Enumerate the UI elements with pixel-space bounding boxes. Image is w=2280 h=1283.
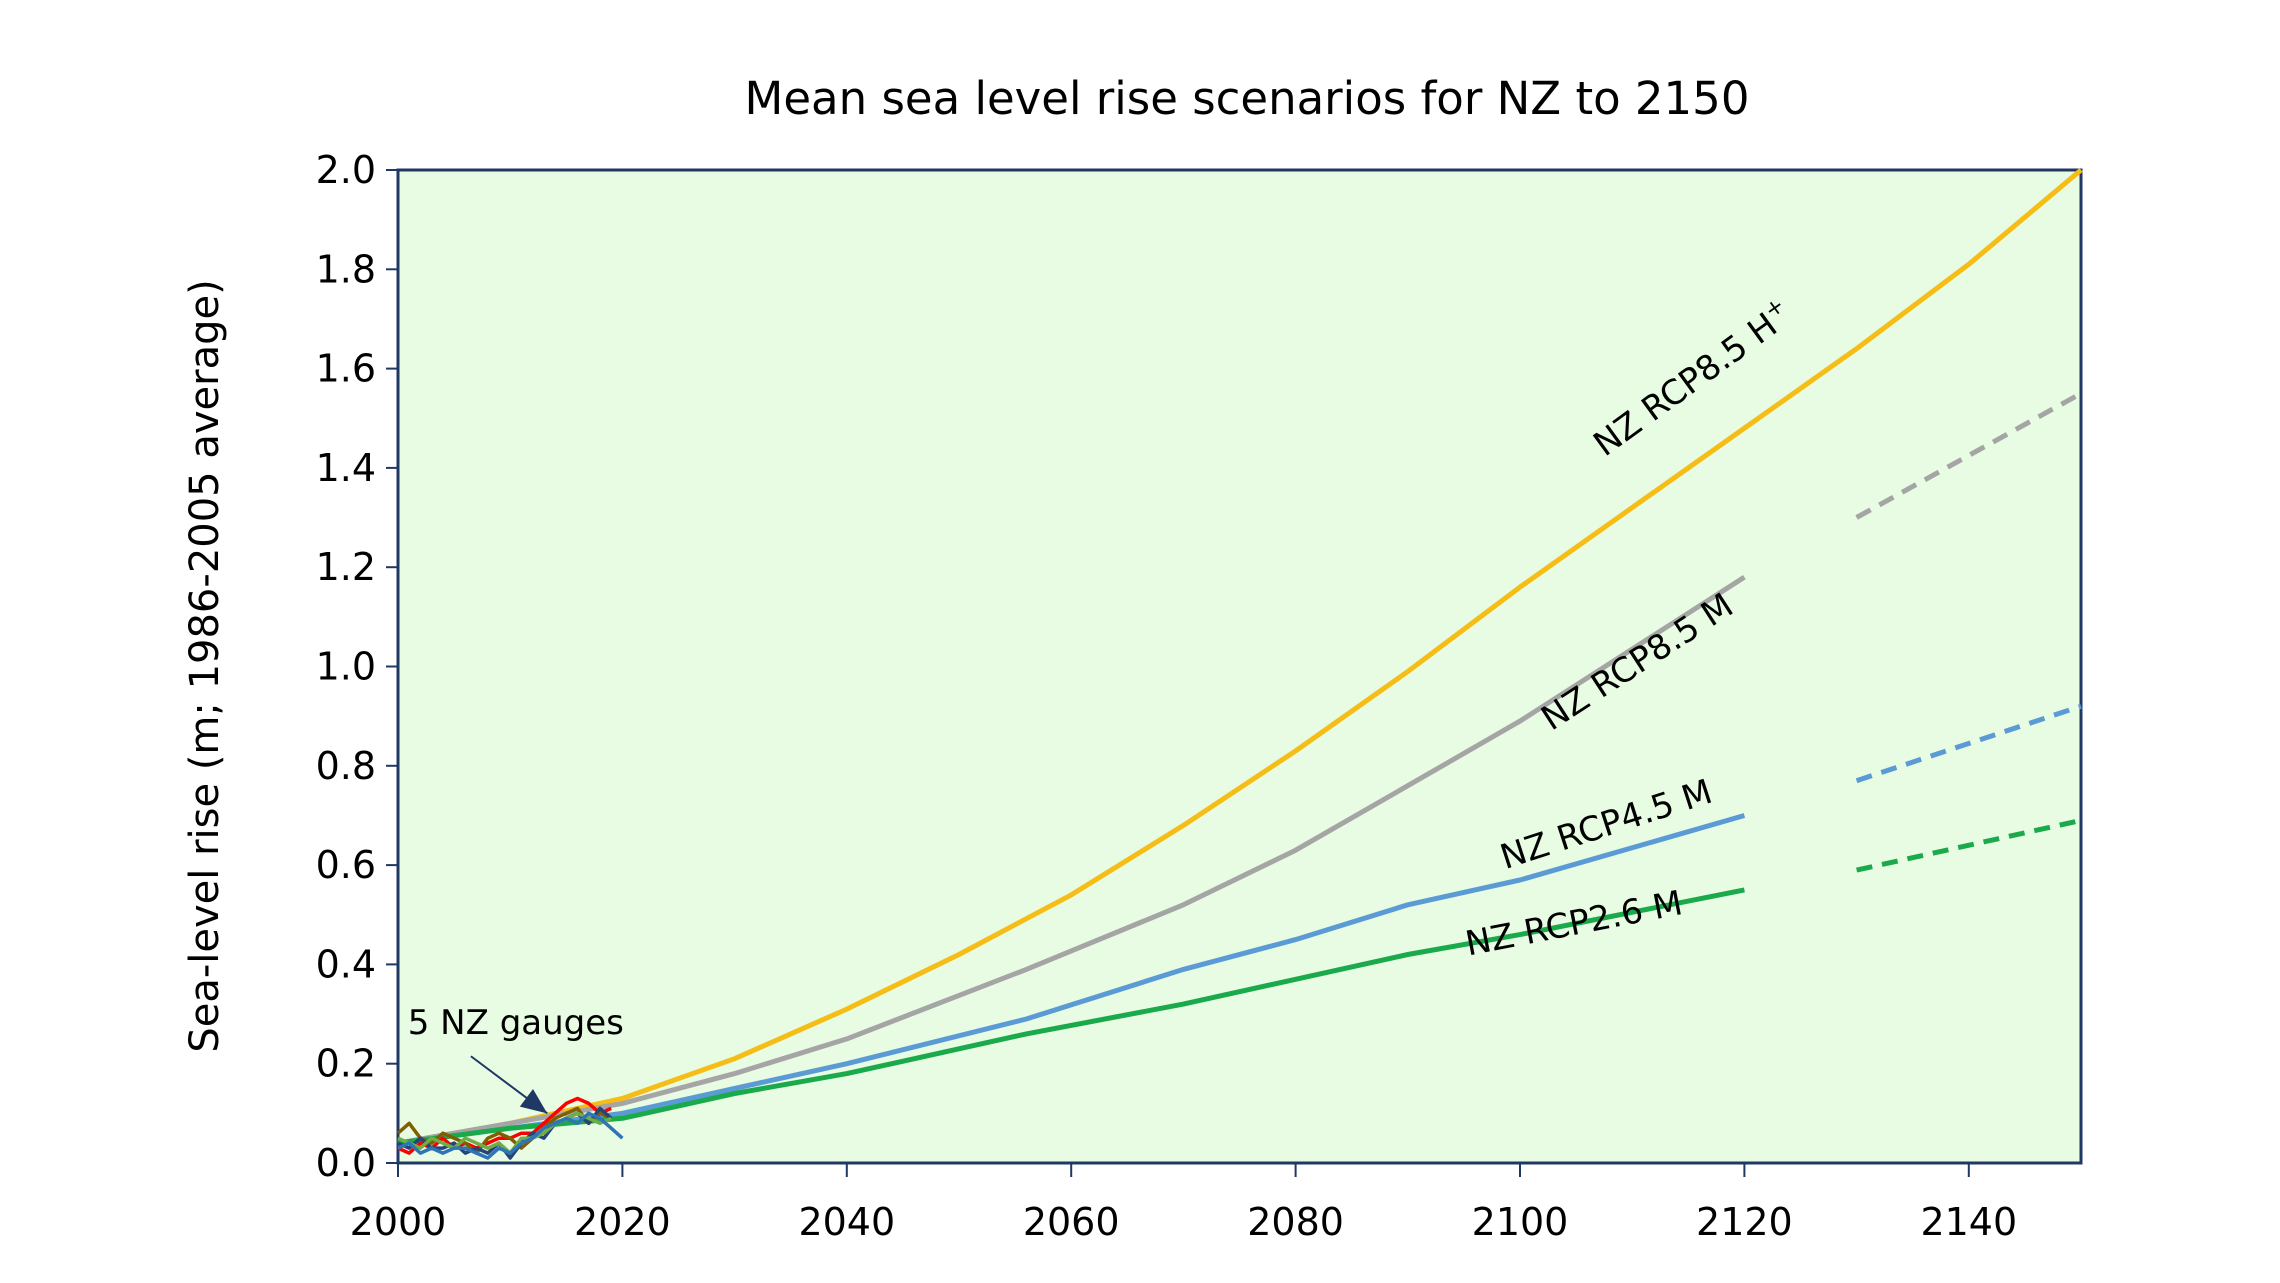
series-line-extension-dashed	[1855, 703, 2082, 784]
y-tick-label: 1.0	[316, 645, 376, 689]
x-tick-label: 2100	[1472, 1200, 1569, 1244]
gauge-annotation: 5 NZ gauges	[408, 1003, 624, 1043]
series-line	[397, 168, 2083, 1146]
y-tick-label: 2.0	[316, 148, 376, 192]
x-tick-label: 2060	[1023, 1200, 1120, 1244]
y-tick-label: 1.6	[316, 347, 376, 391]
gauge-line	[397, 1111, 624, 1160]
plot-area	[396, 168, 2083, 1165]
series-line-extension-dashed	[1856, 817, 2082, 873]
y-tick-label: 1.2	[316, 545, 376, 589]
y-tick-label: 1.8	[316, 247, 376, 291]
y-tick-label: 0.8	[316, 744, 376, 788]
series-line	[397, 574, 1746, 1146]
y-axis-title: Sea-level rise (m; 1986-2005 average)	[182, 279, 228, 1052]
y-axis: 0.0 0.2 0.4 0.6 0.8 1.0 1.2 1.4 1.6 1.8 2.0	[316, 148, 398, 1185]
gauge-line	[397, 1111, 612, 1155]
y-tick-label: 0.4	[316, 942, 376, 986]
gauge-layer	[396, 1096, 624, 1160]
series-line-extension-dashed	[1855, 391, 2083, 520]
y-tick-label: 0.2	[316, 1042, 376, 1086]
x-tick-label: 2040	[798, 1200, 895, 1244]
annotation-text: 5 NZ gauges	[408, 1003, 624, 1043]
y-tick-label: 0.6	[316, 843, 376, 887]
x-axis: 2000 2020 2040 2060 2080 2100 2120 2140	[350, 1163, 2017, 1244]
x-tick-label: 2020	[574, 1200, 671, 1244]
gauge-arrow-head	[519, 1088, 548, 1114]
gauge-line	[396, 1106, 612, 1155]
x-tick-label: 2140	[1920, 1200, 2017, 1244]
y-tick-label: 1.4	[316, 446, 376, 490]
y-tick-label: 0.0	[316, 1141, 376, 1185]
chart-title: Mean sea level rise scenarios for NZ to …	[745, 72, 1750, 125]
x-tick-label: 2120	[1696, 1200, 1793, 1244]
x-tick-label: 2080	[1247, 1200, 1344, 1244]
x-tick-label: 2000	[350, 1200, 447, 1244]
